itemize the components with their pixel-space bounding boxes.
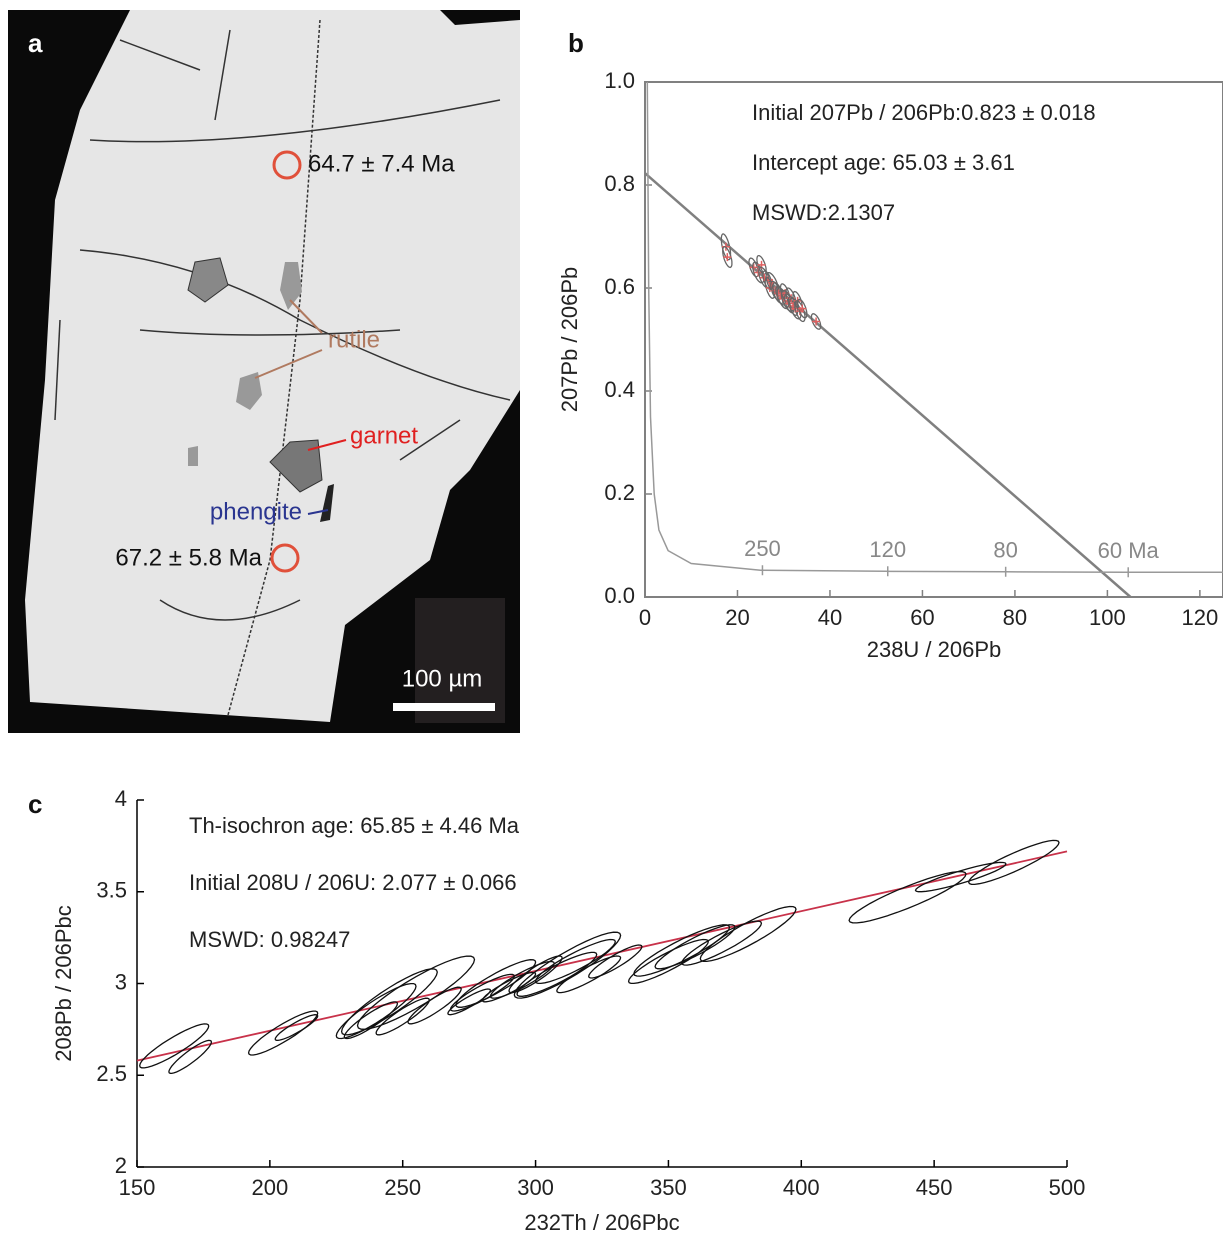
error-ellipse <box>588 944 643 979</box>
point-marker <box>812 317 821 326</box>
scale-box <box>415 598 505 723</box>
inclusion <box>280 262 302 310</box>
age-label: 250 <box>744 536 781 561</box>
x-tick-label: 250 <box>384 1175 421 1200</box>
leader <box>307 509 329 515</box>
error-ellipse <box>848 870 967 924</box>
x-tick-label: 500 <box>1049 1175 1086 1200</box>
age-label: 80 <box>993 538 1017 563</box>
error-ellipse <box>699 905 797 963</box>
x-tick-label: 450 <box>916 1175 953 1200</box>
annotation: MSWD:2.1307 <box>752 200 895 225</box>
y-tick-label: 3 <box>115 969 127 994</box>
error-ellipse <box>967 839 1060 886</box>
leader <box>307 439 347 451</box>
inclusion <box>236 372 262 410</box>
y-tick-label: 2 <box>115 1153 127 1178</box>
image-panel: 100 µm a 64.7 ± 7.4 Ma 67.2 ± 5.8 Ma rut… <box>8 10 520 733</box>
mineral-label: rutile <box>328 326 380 353</box>
annotation: MSWD: 0.98247 <box>189 927 350 952</box>
y-tick-label: 0.4 <box>604 377 635 402</box>
age-label: 67.2 ± 5.8 Ma <box>115 544 262 571</box>
error-ellipse <box>722 246 733 269</box>
point-marker <box>798 304 807 313</box>
y-axis-label: 207Pb / 206Pb <box>557 267 582 413</box>
y-tick-label: 4 <box>115 786 127 811</box>
x-tick-label: 60 <box>910 605 934 630</box>
y-tick-label: 0.8 <box>604 171 635 196</box>
error-ellipse <box>810 313 822 330</box>
y-tick-label: 0.0 <box>604 583 635 608</box>
inclusion <box>320 484 334 522</box>
y-tick-label: 0.2 <box>604 480 635 505</box>
line <box>646 81 1223 574</box>
x-tick-label: 20 <box>725 605 749 630</box>
x-tick-label: 350 <box>650 1175 687 1200</box>
x-tick-label: 100 <box>1089 605 1126 630</box>
x-tick-label: 80 <box>1003 605 1027 630</box>
spot <box>270 543 300 573</box>
inclusion <box>187 257 229 303</box>
error-ellipse <box>633 924 731 977</box>
y-tick-label: 2.5 <box>96 1061 127 1086</box>
inclusion <box>188 446 198 466</box>
x-tick-label: 400 <box>783 1175 820 1200</box>
y-tick-label: 0.6 <box>604 274 635 299</box>
error-ellipse <box>343 1001 399 1040</box>
error-ellipse <box>654 924 736 970</box>
annotation: Initial 207Pb / 206Pb:0.823 ± 0.018 <box>752 100 1096 125</box>
x-tick-label: 200 <box>251 1175 288 1200</box>
crystal <box>25 10 520 722</box>
leader <box>289 299 323 334</box>
error-ellipse <box>513 931 622 999</box>
age-label: 64.7 ± 7.4 Ma <box>308 150 455 177</box>
panel-label: c <box>28 789 42 819</box>
error-ellipse <box>681 920 763 966</box>
error-ellipse <box>340 968 438 1036</box>
leader <box>254 349 323 379</box>
error-ellipse <box>534 938 616 985</box>
scale-label: 100 µm <box>402 665 483 692</box>
x-tick-label: 300 <box>517 1175 554 1200</box>
error-ellipse <box>449 973 515 1012</box>
y-axis-label: 208Pb / 206Pbc <box>51 905 76 1062</box>
x-axis-label: 238U / 206Pb <box>867 637 1002 662</box>
error-ellipse <box>556 955 622 994</box>
mineral-label: garnet <box>350 422 418 449</box>
error-ellipse <box>775 285 786 306</box>
error-ellipse <box>274 1014 319 1042</box>
annotation: Initial 208U / 206U: 2.077 ± 0.066 <box>189 870 517 895</box>
point-marker <box>723 253 732 262</box>
plot-frame <box>644 81 1223 598</box>
panel-label: b <box>568 28 584 58</box>
x-tick-label: 120 <box>1182 605 1219 630</box>
error-ellipse <box>796 298 808 319</box>
y-tick-label: 3.5 <box>96 878 127 903</box>
annotation: Th-isochron age: 65.85 ± 4.46 Ma <box>189 813 520 838</box>
age-label: 120 <box>869 537 906 562</box>
error-ellipse <box>168 1039 213 1075</box>
inclusion <box>269 439 323 493</box>
error-ellipse <box>375 997 430 1036</box>
line <box>644 172 1132 598</box>
x-axis-label: 232Th / 206Pbc <box>524 1210 679 1235</box>
age-label: 60 Ma <box>1098 538 1160 563</box>
annotation: Intercept age: 65.03 ± 3.61 <box>752 150 1015 175</box>
error-ellipse <box>139 1023 210 1069</box>
error-ellipse <box>720 233 732 261</box>
x-tick-label: 40 <box>818 605 842 630</box>
spot <box>272 150 302 180</box>
error-ellipse <box>455 959 537 1008</box>
cracks <box>54 19 511 716</box>
y-tick-label: 1.0 <box>604 68 635 93</box>
mineral-label: phengite <box>210 498 302 525</box>
panel-label: a <box>28 28 43 58</box>
error-ellipse <box>356 955 476 1030</box>
error-ellipse <box>914 861 1007 893</box>
error-ellipse <box>508 955 563 994</box>
error-ellipse <box>407 986 462 1025</box>
x-tick-label: 0 <box>639 605 651 630</box>
x-tick-label: 150 <box>119 1175 156 1200</box>
